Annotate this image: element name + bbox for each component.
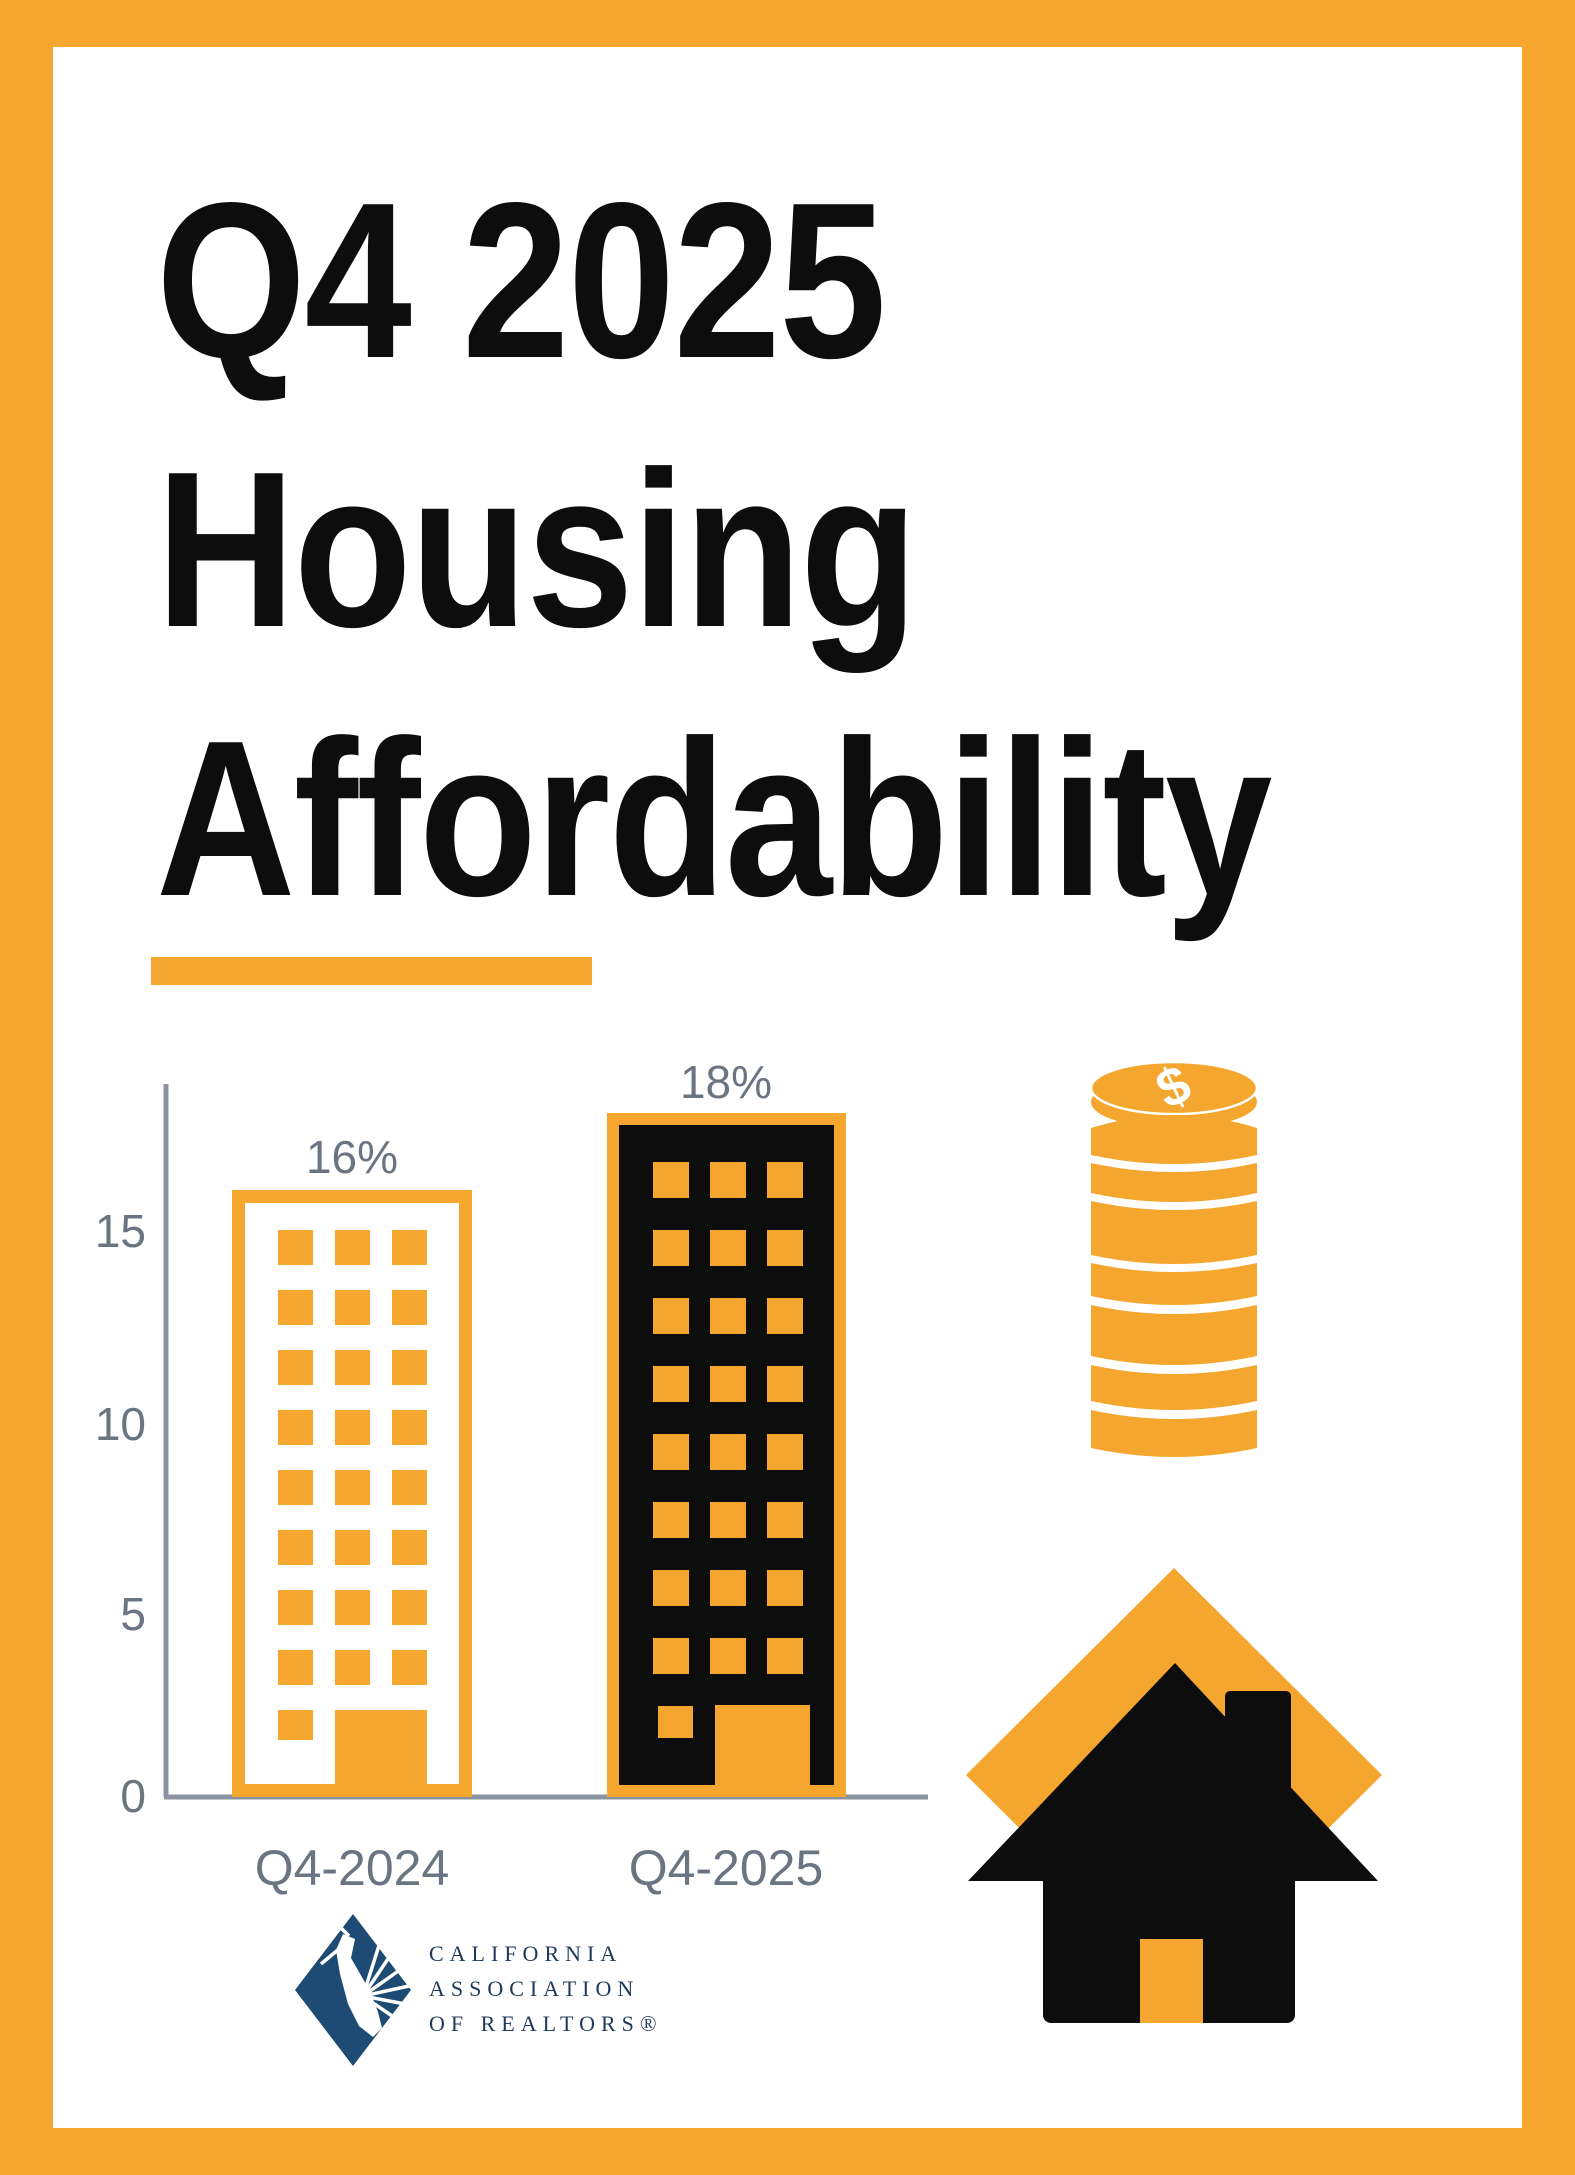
house-roof: [968, 1663, 1378, 1881]
building-door: [335, 1710, 427, 1797]
car-logo: CALIFORNIA ASSOCIATION OF REALTORS®: [293, 1912, 663, 2068]
house-icon: [966, 1568, 1382, 2023]
building-window: [335, 1470, 370, 1505]
building-window: [653, 1502, 689, 1538]
bar-q4-2024: [232, 1190, 472, 1797]
car-logo-line-2: ASSOCIATION: [429, 1976, 640, 2001]
title-accent-bar: [151, 957, 592, 985]
building-window: [710, 1230, 746, 1266]
building-window: [392, 1290, 427, 1325]
value-label-q4-2025: 18%: [680, 1056, 772, 1108]
building-window: [335, 1650, 370, 1685]
building-window: [278, 1410, 313, 1445]
value-label-q4-2024: 16%: [306, 1131, 398, 1183]
building-window: [767, 1366, 803, 1402]
building-small-window: [278, 1710, 313, 1740]
building-window: [278, 1530, 313, 1565]
building-window: [392, 1590, 427, 1625]
building-window: [653, 1230, 689, 1266]
building-window: [278, 1470, 313, 1505]
building-window: [278, 1290, 313, 1325]
building-window: [392, 1350, 427, 1385]
building-window: [278, 1230, 313, 1265]
car-logo-line-1: CALIFORNIA: [429, 1941, 623, 1966]
building-window: [653, 1638, 689, 1674]
building-window: [767, 1434, 803, 1470]
car-logo-mark-icon: [295, 1914, 411, 2066]
coin-stack-icon: $: [1089, 1058, 1259, 1457]
building-window: [710, 1298, 746, 1334]
house-door: [1140, 1939, 1203, 2023]
bar-q4-2025: [607, 1113, 846, 1797]
car-logo-line-3: OF REALTORS®: [429, 2011, 663, 2036]
building-window: [767, 1298, 803, 1334]
building-window: [767, 1638, 803, 1674]
building-window: [767, 1162, 803, 1198]
building-window: [392, 1530, 427, 1565]
y-tick-10: 10: [95, 1398, 146, 1450]
building-window: [392, 1230, 427, 1265]
building-window: [278, 1650, 313, 1685]
page-title-line-2: Housing: [156, 426, 918, 674]
building-window: [653, 1162, 689, 1198]
building-window: [278, 1590, 313, 1625]
building-window: [710, 1570, 746, 1606]
building-door: [715, 1705, 810, 1797]
building-window: [767, 1230, 803, 1266]
building-window: [710, 1366, 746, 1402]
building-window: [392, 1470, 427, 1505]
building-window: [335, 1350, 370, 1385]
building-window: [653, 1366, 689, 1402]
building-window: [335, 1290, 370, 1325]
y-tick-5: 5: [120, 1588, 146, 1640]
building-window: [335, 1590, 370, 1625]
building-window: [710, 1502, 746, 1538]
building-small-window: [658, 1706, 693, 1738]
building-window: [710, 1162, 746, 1198]
building-window: [278, 1350, 313, 1385]
building-window: [653, 1570, 689, 1606]
building-window: [335, 1410, 370, 1445]
y-tick-15: 15: [95, 1205, 146, 1257]
building-window: [335, 1230, 370, 1265]
building-window: [767, 1502, 803, 1538]
affordability-bar-chart: 15 10 5 0 16% 18% Q4-2024 Q4-2025: [95, 1056, 928, 1896]
x-label-q4-2025: Q4-2025: [629, 1840, 824, 1896]
building-window: [335, 1530, 370, 1565]
building-window: [653, 1298, 689, 1334]
building-window: [710, 1638, 746, 1674]
page-title: Q4 2025 Housing Affordability: [156, 147, 1272, 954]
building-window: [392, 1410, 427, 1445]
building-window: [653, 1434, 689, 1470]
y-tick-0: 0: [120, 1770, 146, 1822]
page-title-line-3: Affordability: [156, 695, 1272, 943]
x-label-q4-2024: Q4-2024: [255, 1840, 450, 1896]
building-window: [710, 1434, 746, 1470]
car-logo-text: CALIFORNIA ASSOCIATION OF REALTORS®: [429, 1936, 663, 2041]
building-window: [392, 1650, 427, 1685]
building-window: [767, 1570, 803, 1606]
page-title-line-1: Q4 2025: [156, 157, 887, 405]
